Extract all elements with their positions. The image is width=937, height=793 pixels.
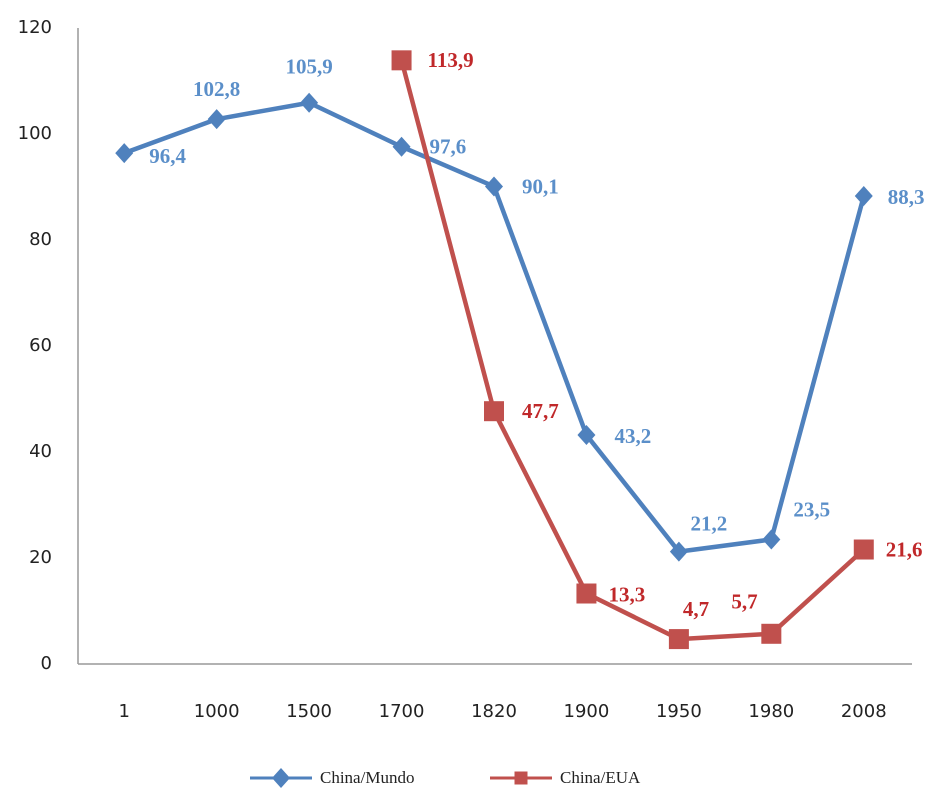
y-tick-label: 80 — [29, 229, 52, 250]
x-tick-label: 1820 — [471, 701, 517, 722]
data-label: 102,8 — [193, 77, 240, 101]
x-tick-label: 1980 — [748, 701, 794, 722]
marker — [391, 50, 412, 71]
y-tick-label: 100 — [18, 123, 52, 144]
x-tick-label: 1000 — [194, 701, 240, 722]
data-label: 97,6 — [430, 135, 467, 159]
data-label: 90,1 — [522, 174, 559, 198]
data-label: 113,9 — [428, 48, 474, 72]
marker — [854, 186, 873, 207]
y-tick-label: 0 — [41, 653, 52, 674]
y-tick-label: 120 — [18, 17, 52, 38]
data-label: 105,9 — [285, 55, 332, 79]
marker — [762, 529, 781, 550]
data-label: 96,4 — [149, 144, 186, 168]
x-tick-label: 1700 — [379, 701, 425, 722]
marker — [853, 539, 874, 560]
series-line — [399, 59, 866, 642]
marker — [392, 136, 411, 157]
legend-marker — [514, 771, 528, 785]
legend-label: China/EUA — [560, 768, 641, 787]
data-label: 21,6 — [886, 537, 923, 561]
marker — [668, 629, 689, 650]
marker — [485, 176, 503, 197]
data-label: 47,7 — [522, 399, 559, 423]
marker — [115, 143, 134, 164]
data-label: 88,3 — [888, 185, 925, 209]
marker — [207, 109, 226, 130]
x-tick-label: 1900 — [564, 701, 610, 722]
data-label: 4,7 — [683, 597, 709, 621]
legend-marker — [272, 768, 290, 788]
x-tick-label: 2008 — [841, 701, 887, 722]
y-tick-label: 40 — [29, 441, 52, 462]
series-line — [123, 100, 866, 554]
marker — [669, 541, 688, 562]
marker — [484, 401, 504, 422]
x-tick-label: 1 — [118, 701, 129, 722]
marker — [576, 583, 597, 604]
marker — [577, 425, 596, 446]
y-tick-label: 60 — [29, 335, 52, 356]
marker — [300, 92, 319, 113]
data-label: 13,3 — [608, 582, 645, 606]
x-tick-label: 1950 — [656, 701, 702, 722]
x-tick-label: 1500 — [286, 701, 332, 722]
marker — [761, 623, 782, 644]
data-label: 21,2 — [691, 511, 728, 535]
data-label: 43,2 — [614, 424, 651, 448]
data-label: 23,5 — [793, 497, 830, 521]
data-label: 5,7 — [731, 590, 757, 614]
y-tick-label: 20 — [29, 547, 52, 568]
legend-label: China/Mundo — [320, 768, 414, 787]
